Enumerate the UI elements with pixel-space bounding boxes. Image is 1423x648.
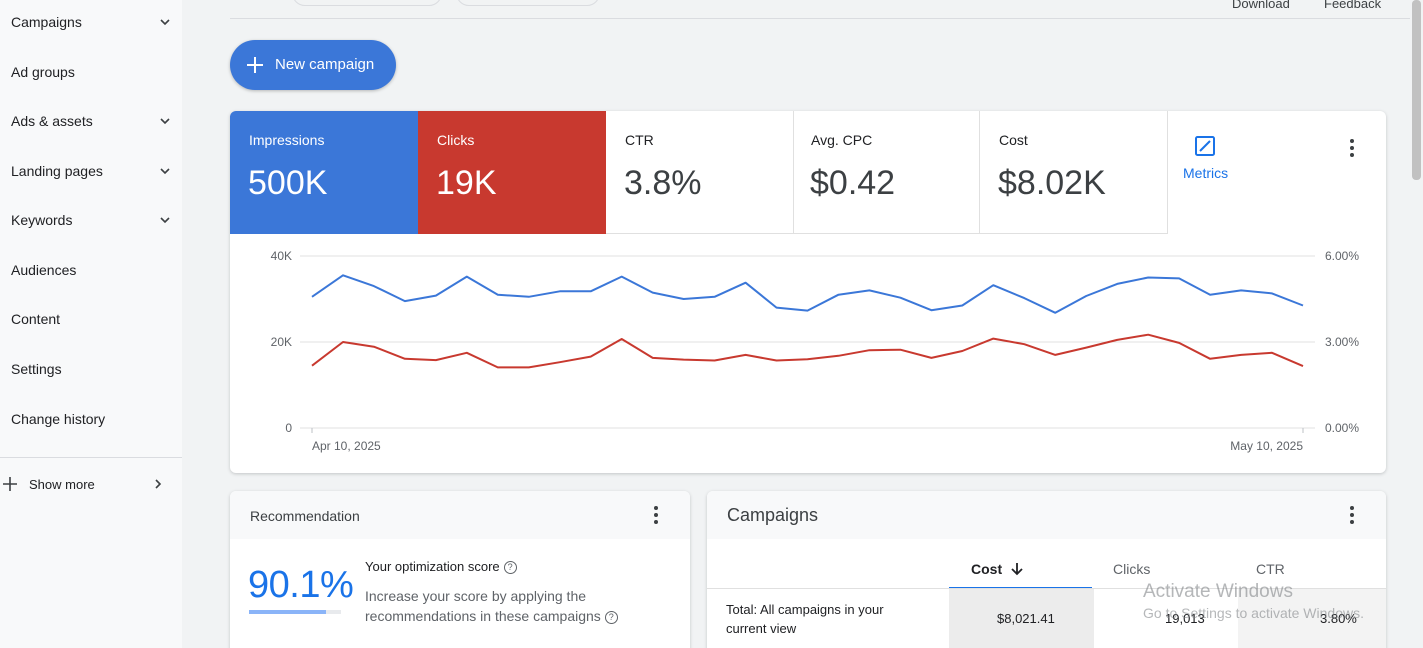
more-vert-icon[interactable] — [1340, 136, 1364, 160]
sidebar-item-label: Ad groups — [11, 64, 75, 80]
scorecard-label: Impressions — [249, 132, 325, 148]
feedback-button[interactable]: Feedback — [1324, 0, 1382, 11]
sidebar-item-ads-assets[interactable]: Ads & assets — [0, 101, 182, 141]
y-tick-label-left: 0 — [285, 421, 292, 435]
metrics-button[interactable]: Metrics — [1172, 131, 1242, 191]
score-bar-fill — [249, 610, 327, 614]
card-header — [707, 491, 1386, 539]
filter-chip[interactable] — [292, 0, 442, 6]
chevron-down-icon[interactable] — [157, 14, 173, 30]
optimization-score: 90.1% — [248, 564, 354, 606]
metrics-label: Metrics — [1183, 165, 1229, 181]
sidebar-item-label: Content — [11, 311, 61, 327]
sidebar-item-label: Landing pages — [11, 163, 103, 179]
sidebar-item-label: Audiences — [11, 262, 77, 278]
sidebar-item-label: Ads & assets — [11, 113, 93, 129]
y-tick-label-right: 6.00% — [1325, 249, 1359, 263]
sidebar-item-keywords[interactable]: Keywords — [0, 200, 182, 240]
top-divider — [230, 18, 1410, 19]
optimization-label-text: Your optimization score — [365, 559, 500, 574]
recommendation-description-text: Increase your score by applying the reco… — [365, 588, 601, 624]
sidebar-item-change-history[interactable]: Change history — [0, 399, 182, 439]
column-header-label: Cost — [971, 561, 1003, 577]
total-row-label: Total: All campaigns in your current vie… — [726, 602, 884, 636]
scorecard-impressions[interactable]: Impressions 500K — [230, 111, 418, 234]
scorecard-label: Cost — [999, 132, 1028, 148]
scorecard-value: 19K — [436, 164, 497, 202]
sidebar-item-label: Change history — [11, 411, 106, 427]
sort-indicator — [949, 587, 1092, 588]
scrollbar-thumb[interactable] — [1412, 0, 1421, 180]
column-header-cost[interactable]: Cost — [971, 561, 1024, 577]
sidebar-item-content[interactable]: Content — [0, 299, 182, 339]
y-tick-label-left: 20K — [271, 335, 292, 349]
y-tick-label-left: 40K — [271, 249, 292, 263]
sidebar-nav: Campaigns Ad groups Ads & assets Landing… — [0, 0, 182, 648]
campaigns-card: Campaigns Cost Clicks CTR Total: All cam… — [707, 491, 1386, 648]
sidebar-item-audiences[interactable]: Audiences — [0, 250, 182, 290]
table-cell-bg — [1238, 589, 1386, 648]
series-line-impressions[interactable] — [311, 274, 1304, 314]
scorecard-cost[interactable]: Cost $8.02K — [980, 111, 1168, 234]
card-title: Campaigns — [727, 505, 819, 525]
filter-chip[interactable] — [456, 0, 600, 6]
card-header — [230, 491, 690, 539]
more-vert-icon[interactable] — [1340, 503, 1364, 527]
more-vert-icon[interactable] — [644, 503, 668, 527]
chevron-down-icon[interactable] — [157, 113, 173, 129]
x-tick-label: Apr 10, 2025 — [312, 439, 381, 453]
sidebar-item-label: Campaigns — [11, 14, 82, 30]
chevron-down-icon[interactable] — [157, 163, 173, 179]
help-icon[interactable]: ? — [503, 561, 517, 575]
sidebar-item-label: Keywords — [11, 212, 73, 228]
y-tick-label-right: 0.00% — [1325, 421, 1359, 435]
card-title: Recommendation — [250, 508, 360, 524]
column-header-clicks[interactable]: Clicks — [1113, 561, 1151, 577]
sidebar-item-settings[interactable]: Settings — [0, 349, 182, 389]
show-more-button[interactable]: Show more — [0, 472, 182, 496]
performance-card: Impressions 500K Clicks 19K CTR 3.8% Avg… — [230, 111, 1386, 473]
show-more-label: Show more — [29, 477, 95, 492]
plus-icon — [247, 57, 263, 73]
total-cost-value: $8,021.41 — [997, 611, 1055, 626]
scorecard-avg-cpc[interactable]: Avg. CPC $0.42 — [792, 111, 980, 234]
scorecard-clicks[interactable]: Clicks 19K — [418, 111, 606, 234]
scorecard-ctr[interactable]: CTR 3.8% — [606, 111, 794, 234]
chevron-right-icon — [155, 479, 162, 489]
sidebar-item-label: Settings — [11, 361, 62, 377]
plus-icon — [3, 477, 17, 491]
chevron-down-icon[interactable] — [157, 212, 173, 228]
scorecard-label: Avg. CPC — [811, 132, 873, 148]
total-clicks-value: 19,013 — [1165, 611, 1205, 626]
sidebar-item-landing-pages[interactable]: Landing pages — [0, 151, 182, 191]
scorecard-label: CTR — [625, 132, 654, 148]
table-cell-bg — [949, 589, 1094, 648]
series-line-clicks[interactable] — [311, 333, 1304, 369]
recommendation-description: Increase your score by applying the reco… — [365, 586, 635, 626]
optimization-label: Your optimization score? — [365, 559, 517, 575]
x-tick-label: May 10, 2025 — [1230, 439, 1303, 453]
y-tick-label-right: 3.00% — [1325, 335, 1359, 349]
scorecard-value: $8.02K — [998, 164, 1106, 202]
new-campaign-label: New campaign — [275, 56, 375, 73]
download-button[interactable]: Download — [1232, 0, 1290, 11]
sidebar-item-ad-groups[interactable]: Ad groups — [0, 52, 182, 92]
recommendation-card: Recommendation 90.1% Your optimization s… — [230, 491, 690, 648]
sidebar-item-campaigns[interactable]: Campaigns — [0, 2, 182, 42]
header-divider — [707, 588, 1386, 589]
scorecard-value: $0.42 — [810, 164, 896, 202]
scorecard-label: Clicks — [437, 132, 475, 148]
new-campaign-button[interactable]: New campaign — [230, 40, 396, 90]
sidebar-divider — [0, 457, 182, 458]
arrow-down-icon — [1011, 563, 1023, 576]
help-icon[interactable]: ? — [604, 610, 618, 624]
total-ctr-value: 3.80% — [1320, 611, 1357, 626]
scorecard-value: 3.8% — [624, 164, 702, 202]
scorecard-value: 500K — [248, 164, 328, 202]
edit-chart-icon — [1195, 136, 1215, 156]
column-header-ctr[interactable]: CTR — [1256, 561, 1285, 577]
performance-chart: 40K 6.00% 20K 3.00% 0 0.00% Apr 10, 2025 May 10… — [271, 249, 1360, 453]
